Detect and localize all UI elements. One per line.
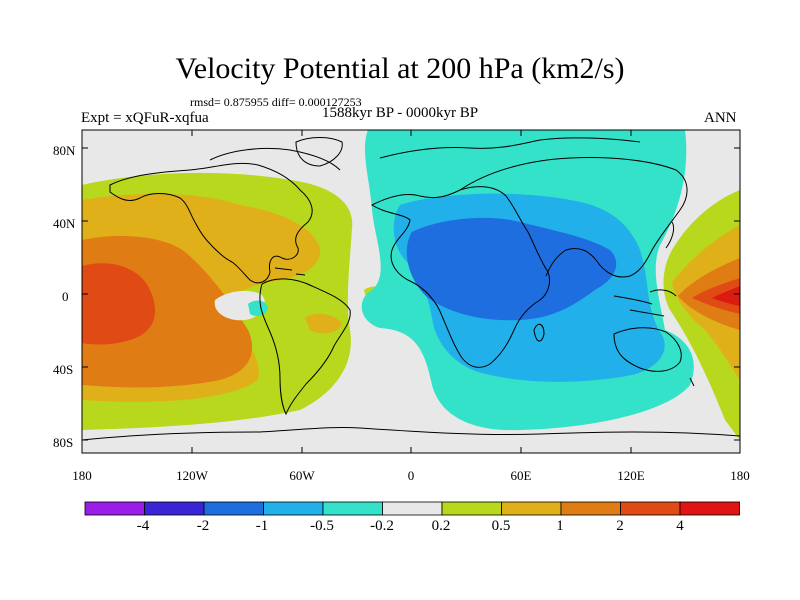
positive-core-west: [137, 309, 143, 315]
lon-label-180w: 180: [72, 468, 92, 483]
lon-label-120e: 120E: [617, 468, 645, 483]
colorbar-swatch: [679, 501, 740, 516]
positive-region-west-2: [82, 263, 156, 345]
colorbar-label: -4: [136, 518, 150, 534]
colorbar-swatch: [144, 501, 205, 516]
colorbar: [84, 501, 740, 516]
colorbar-swatch: [84, 501, 145, 516]
colorbar-label: 2: [616, 518, 624, 534]
lat-label-80n: 80N: [53, 143, 76, 158]
negative-small-west: [248, 300, 268, 316]
colorbar-swatch: [501, 501, 562, 516]
lon-label-60e: 60E: [510, 468, 532, 483]
colorbar-swatch: [441, 501, 502, 516]
velocity-potential-field: [82, 130, 740, 453]
positive-core-east: [712, 286, 740, 306]
colorbar-swatch: [322, 501, 383, 516]
period-label: 1588kyr BP - 0000kyr BP: [322, 105, 479, 121]
colorbar-swatch: [382, 501, 443, 516]
lon-label-60w: 60W: [289, 468, 315, 483]
colorbar-label: -2: [196, 518, 210, 534]
lat-label-80s: 80S: [53, 435, 74, 450]
colorbar-swatch: [620, 501, 681, 516]
season-label: ANN: [704, 110, 737, 126]
colorbar-label: 1: [556, 518, 564, 534]
colorbar-label: 0.2: [431, 518, 451, 534]
map-title: Velocity Potential at 200 hPa (km2/s): [175, 52, 625, 85]
lon-label-120w: 120W: [176, 468, 208, 483]
negative-region-arctic: [420, 140, 651, 187]
axis-ticks: [82, 130, 740, 453]
colorbar-label: -0.5: [310, 518, 334, 534]
colorbar-label: 0.5: [491, 518, 511, 534]
positive-small-south-atlantic: [305, 313, 342, 334]
colorbar-swatch: [203, 501, 264, 516]
positive-core-west: [98, 268, 106, 276]
rmsd-stats: rmsd= 0.875955 diff= 0.000127253: [190, 95, 362, 109]
colorbar-swatch: [263, 501, 324, 516]
lat-label-0: 0: [62, 289, 69, 304]
coastlines: [82, 137, 740, 441]
lat-label-40n: 40N: [53, 216, 76, 231]
colorbar-label: -1: [255, 518, 269, 534]
colorbar-swatch: [560, 501, 621, 516]
lon-label-180e: 180: [730, 468, 750, 483]
lon-label-0: 0: [407, 468, 415, 483]
negative-region-1: [406, 217, 617, 321]
experiment-label: Expt = xQFuR-xqfua: [81, 110, 209, 126]
colorbar-label: -0.2: [370, 518, 394, 534]
positive-region-east-2: [692, 278, 740, 314]
lat-label-40s: 40S: [53, 362, 74, 377]
colorbar-label: 4: [676, 518, 684, 534]
